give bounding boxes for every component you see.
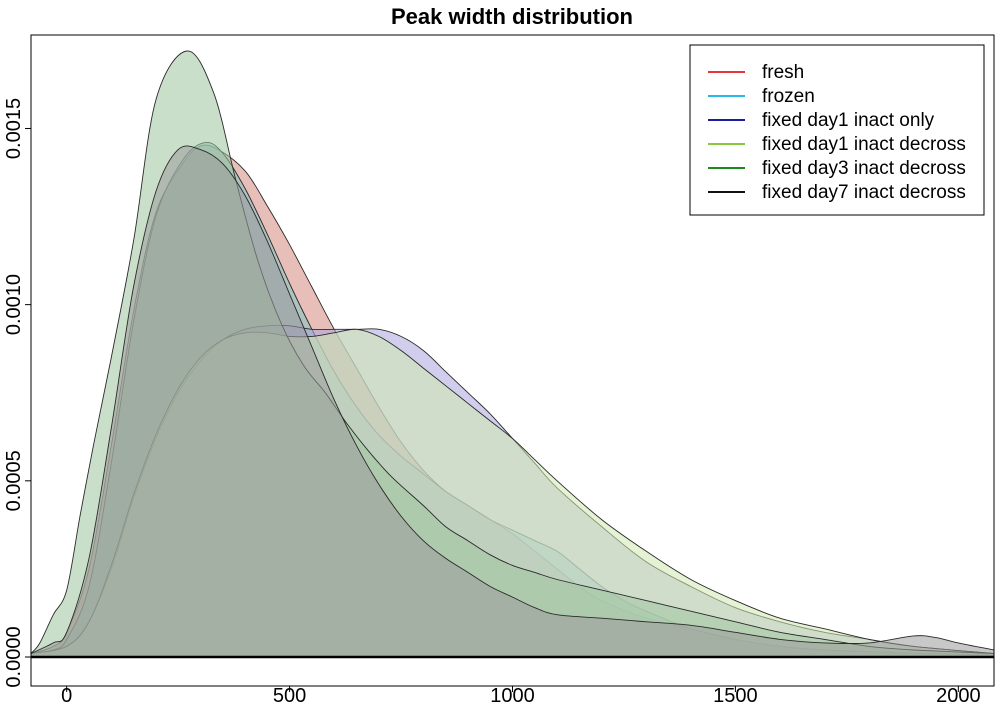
legend: fresh frozen fixed day1 inact only fixed da… bbox=[689, 44, 985, 216]
area-fixed-day7-inact-decross bbox=[31, 145, 994, 657]
chart-title: Peak width distribution bbox=[391, 4, 633, 29]
y-tick-label: 0.0000 bbox=[3, 626, 25, 687]
legend-label: frozen bbox=[762, 86, 815, 107]
y-tick-label: 0.0015 bbox=[3, 98, 25, 159]
density-areas bbox=[30, 50, 995, 658]
curve-fixed-day7-inact-decross bbox=[30, 145, 995, 654]
x-tick-label: 1000 bbox=[490, 685, 535, 707]
legend-label: fixed day3 inact decross bbox=[762, 158, 966, 179]
curve-fixed-day3-inact-decross bbox=[30, 50, 995, 654]
x-axis: 0 500 1000 1500 2000 bbox=[61, 685, 980, 707]
legend-label: fixed day1 inact decross bbox=[762, 134, 966, 155]
legend-box bbox=[689, 44, 985, 216]
x-tick-label: 500 bbox=[273, 685, 306, 707]
legend-label: fresh bbox=[762, 62, 804, 83]
y-tick-label: 0.0010 bbox=[3, 274, 25, 335]
y-tick-label: 0.0005 bbox=[3, 450, 25, 511]
x-tick-label: 2000 bbox=[936, 685, 981, 707]
x-tick-label: 1500 bbox=[713, 685, 758, 707]
x-tick-label: 0 bbox=[61, 685, 72, 707]
legend-label: fixed day1 inact only bbox=[762, 110, 935, 131]
legend-label: fixed day7 inact decross bbox=[762, 182, 966, 203]
y-axis: 0.0000 0.0005 0.0010 0.0015 bbox=[3, 98, 31, 688]
